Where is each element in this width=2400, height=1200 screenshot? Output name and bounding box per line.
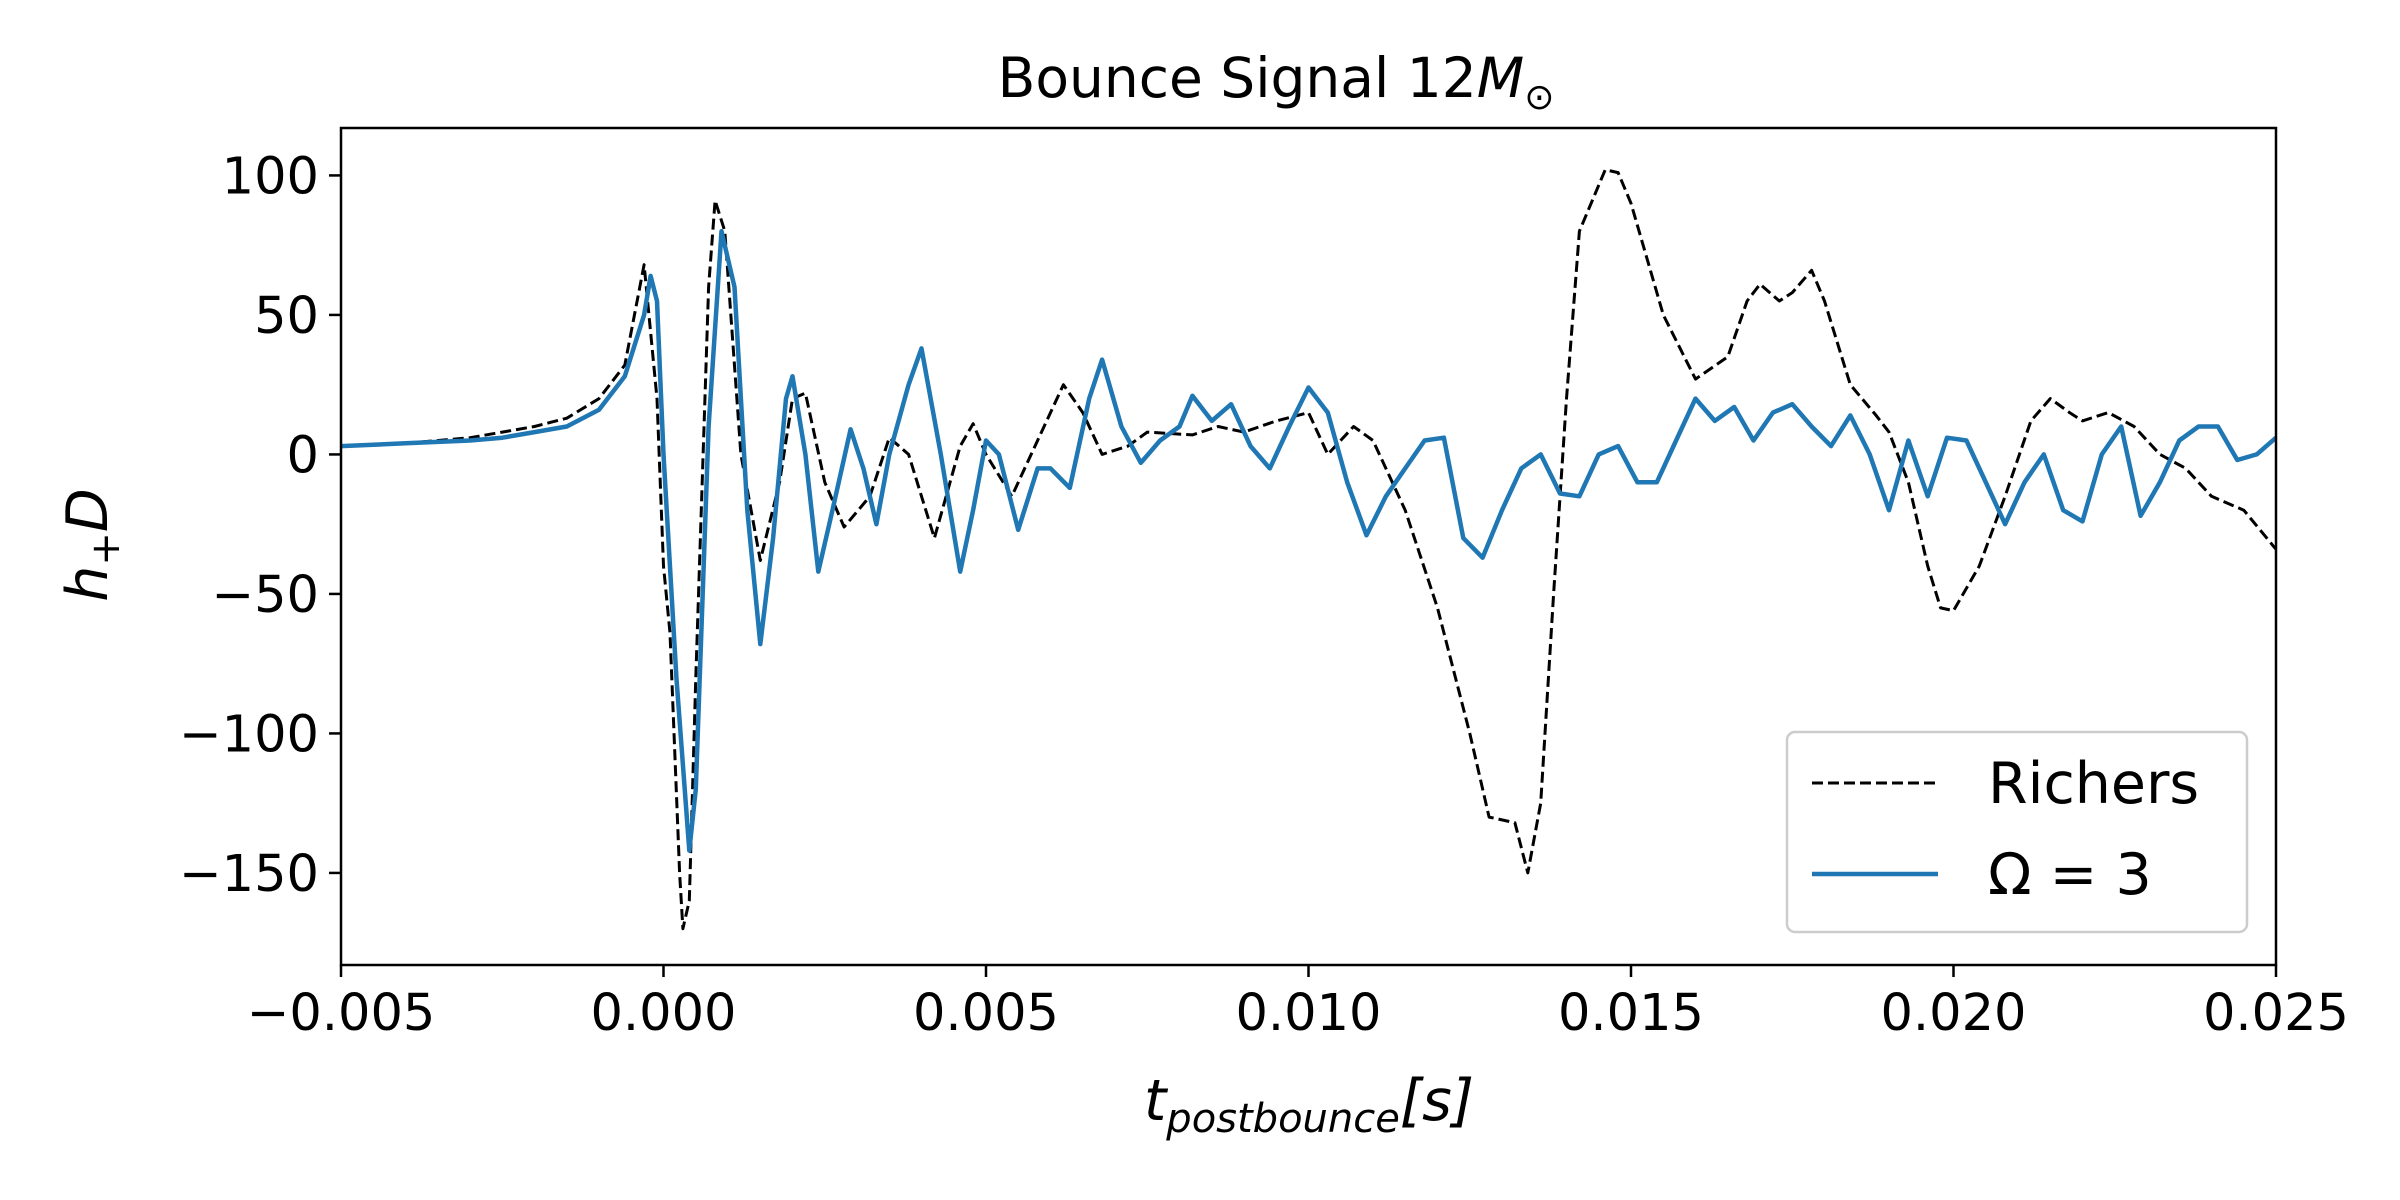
- x-tick-label: 0.015: [1558, 984, 1704, 1043]
- x-tick-label: 0.005: [913, 984, 1059, 1043]
- chart-title: Bounce Signal 12M⊙: [998, 46, 1555, 118]
- title-subscript: ⊙: [1524, 77, 1554, 118]
- title-symbol: M: [1477, 46, 1524, 110]
- y-tick-label: −150: [179, 845, 319, 904]
- xlabel-main: t: [1144, 1068, 1169, 1134]
- y-tick-label: −50: [211, 566, 319, 625]
- x-tick-label: −0.005: [247, 984, 436, 1043]
- legend-label-richers: Richers: [1988, 751, 2199, 817]
- ylabel-subscript: +: [83, 532, 129, 566]
- y-tick-label: 0: [287, 426, 319, 485]
- x-tick-label: 0.020: [1880, 984, 2026, 1043]
- legend-label-omega: Ω = 3: [1988, 842, 2152, 908]
- x-axis: −0.005 0.000 0.005 0.010 0.015 0.020 0.025: [247, 965, 2349, 1043]
- y-tick-label: 50: [254, 287, 319, 346]
- plot-area: [341, 168, 2276, 931]
- ylabel-main: h: [55, 566, 121, 602]
- xlabel-unit: [s]: [1400, 1068, 1474, 1134]
- y-tick-label: 100: [222, 147, 319, 206]
- y-axis-label: h+D: [55, 488, 129, 602]
- series-layer: [341, 168, 2276, 931]
- legend: Richers Ω = 3: [1785, 730, 2249, 934]
- x-tick-label: 0.010: [1235, 984, 1381, 1043]
- title-main: Bounce Signal 12: [998, 46, 1477, 110]
- x-tick-label: 0.025: [2203, 984, 2349, 1043]
- x-axis-label: tpostbounce[s]: [1144, 1068, 1474, 1142]
- ylabel-tail: D: [55, 488, 121, 532]
- y-tick-label: −100: [179, 705, 319, 764]
- x-tick-label: 0.000: [590, 984, 736, 1043]
- y-axis: 100 50 0 −50 −100 −150: [179, 147, 341, 904]
- series-line-1: [341, 228, 2276, 853]
- xlabel-subscript: postbounce: [1165, 1096, 1400, 1142]
- series-line-0: [341, 168, 2276, 931]
